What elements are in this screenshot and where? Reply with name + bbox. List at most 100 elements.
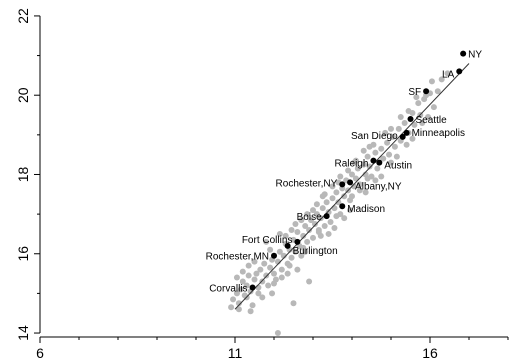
background-point [402, 120, 408, 126]
highlighted-point [294, 239, 300, 245]
x-tick-label: 6 [36, 345, 44, 361]
point-label: Corvallis [209, 283, 247, 294]
background-point [279, 275, 285, 281]
point-label: Seattle [416, 115, 448, 126]
point-label: Rochester,NY [276, 178, 338, 189]
background-point [304, 239, 310, 245]
background-point [234, 275, 240, 281]
point-label: San Diego [351, 131, 398, 142]
background-point [252, 277, 258, 283]
highlighted-point [408, 116, 414, 122]
background-point [331, 205, 337, 211]
background-point [372, 150, 378, 156]
fit-line [235, 63, 469, 309]
background-point [240, 269, 246, 275]
background-point [378, 173, 384, 179]
background-point [370, 142, 376, 148]
background-points [228, 70, 450, 336]
point-label: Burlington [293, 246, 338, 257]
background-point [361, 148, 367, 154]
background-point [431, 104, 437, 110]
background-point [271, 280, 277, 286]
background-point [230, 296, 236, 302]
background-point [392, 144, 398, 150]
background-point [289, 227, 295, 233]
highlighted-point [347, 179, 353, 185]
background-point [294, 267, 300, 273]
background-point [246, 273, 252, 279]
point-label: LA [442, 69, 455, 80]
background-point [337, 173, 343, 179]
background-point [269, 290, 275, 296]
background-point [250, 302, 256, 308]
background-point [322, 223, 328, 229]
point-label: Minneapolis [412, 128, 465, 139]
background-point [386, 152, 392, 158]
background-point [374, 166, 380, 172]
background-point [333, 213, 339, 219]
highlighted-point [339, 181, 345, 187]
background-point [404, 142, 410, 148]
y-tick-label: 14 [15, 325, 31, 341]
background-point [263, 273, 269, 279]
background-point [294, 229, 300, 235]
background-point [333, 189, 339, 195]
point-labels: NY LA SF Seattle Minneapolis San Diego Raleigh… [206, 50, 483, 295]
background-point [330, 195, 336, 201]
highlighted-point [456, 68, 462, 74]
highlighted-point [250, 284, 256, 290]
point-label: NY [468, 50, 482, 61]
background-point [316, 227, 322, 233]
background-point [314, 201, 320, 207]
point-label: Austin [384, 161, 412, 172]
background-point [279, 267, 285, 273]
background-point [326, 231, 332, 237]
highlighted-point [271, 253, 277, 259]
background-point [259, 279, 265, 285]
background-point [228, 304, 234, 310]
background-point [429, 78, 435, 84]
background-point [310, 235, 316, 241]
background-point [285, 271, 291, 277]
y-tick-label: 20 [15, 87, 31, 103]
background-point [257, 267, 263, 273]
background-point [341, 215, 347, 221]
background-point [259, 294, 265, 300]
y-tick-label: 22 [15, 8, 31, 24]
point-label: Rochester,MN [206, 252, 269, 263]
background-point [306, 279, 312, 285]
x-ticks: 6 11 16 [36, 337, 508, 361]
point-label: Madison [347, 204, 385, 215]
x-tick-label: 11 [228, 345, 243, 361]
point-label: Raleigh [335, 159, 369, 170]
background-point [328, 219, 334, 225]
highlighted-point [339, 203, 345, 209]
background-point [349, 193, 355, 199]
highlighted-point [324, 213, 330, 219]
highlighted-point [370, 158, 376, 164]
background-point [265, 282, 271, 288]
background-point [378, 146, 384, 152]
highlighted-point [423, 88, 429, 94]
background-point [271, 271, 277, 277]
point-label: SF [408, 87, 421, 98]
point-label: Boise [297, 212, 322, 223]
highlighted-point [376, 160, 382, 166]
background-point [275, 330, 281, 336]
background-point [248, 308, 254, 314]
point-label: Fort Collins [242, 235, 293, 246]
highlighted-point [400, 134, 406, 140]
background-point [287, 263, 293, 269]
background-point [320, 193, 326, 199]
background-point [394, 154, 400, 160]
background-point [324, 199, 330, 205]
background-point [318, 233, 324, 239]
y-tick-label: 16 [15, 246, 31, 262]
background-point [246, 263, 252, 269]
background-point [331, 225, 337, 231]
point-label: Albany,NY [355, 181, 402, 192]
background-point [406, 108, 412, 114]
background-point [320, 205, 326, 211]
highlighted-point [460, 51, 466, 57]
